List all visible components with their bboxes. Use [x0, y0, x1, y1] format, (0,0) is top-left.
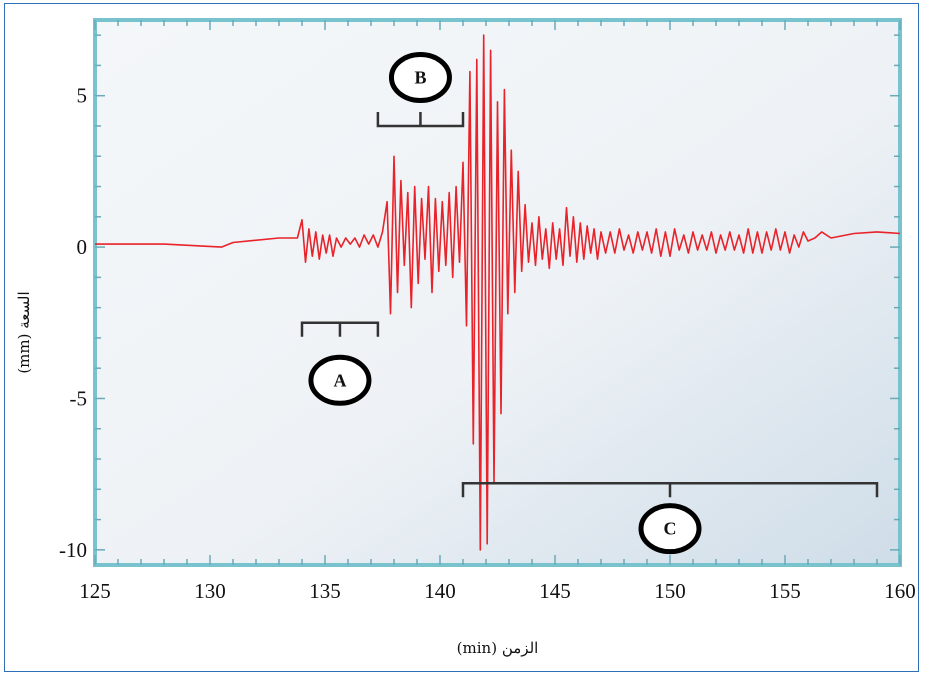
annotation-marker-label: B	[414, 68, 426, 88]
x-tick-label: 135	[309, 579, 341, 603]
x-tick-label: 155	[769, 579, 801, 603]
annotation-marker-label: A	[333, 370, 346, 390]
annotations: A B C	[300, 52, 879, 555]
annotation-bracket	[300, 321, 380, 337]
seismogram-chart: 125 130 135 140 145 150 155 160 5 0 -5 -10 A B C الزم…	[15, 18, 916, 657]
y-tick-label: 5	[77, 84, 88, 108]
chart-frame: 125 130 135 140 145 150 155 160 5 0 -5 -10 A B C الزم…	[4, 3, 919, 672]
annotation-marker-circle	[638, 503, 702, 555]
annotation-a: A	[300, 321, 380, 406]
annotation-marker-label: C	[664, 519, 677, 539]
y-tick-label: 0	[77, 235, 88, 259]
y-axis-label: السعة (mm)	[15, 291, 33, 373]
x-tick-label: 140	[424, 579, 456, 603]
annotation-bracket	[461, 482, 879, 498]
seismogram-series-line	[95, 34, 901, 551]
x-tick-label: 160	[884, 579, 916, 603]
x-tick-label: 145	[539, 579, 571, 603]
annotation-b: B	[376, 52, 465, 128]
y-tick-label: -10	[59, 538, 87, 562]
y-tick-label: -5	[70, 386, 88, 410]
tick-labels: 125 130 135 140 145 150 155 160 5 0 -5 -10	[59, 84, 916, 603]
annotation-c: C	[461, 482, 879, 555]
x-tick-label: 130	[194, 579, 226, 603]
x-axis-label: الزمن (min)	[457, 639, 539, 657]
x-tick-label: 150	[654, 579, 686, 603]
annotation-marker-circle	[308, 354, 372, 406]
annotation-marker-circle	[388, 52, 452, 104]
annotation-bracket	[376, 111, 465, 128]
axis-ticks	[94, 20, 901, 565]
x-tick-label: 125	[79, 579, 111, 603]
